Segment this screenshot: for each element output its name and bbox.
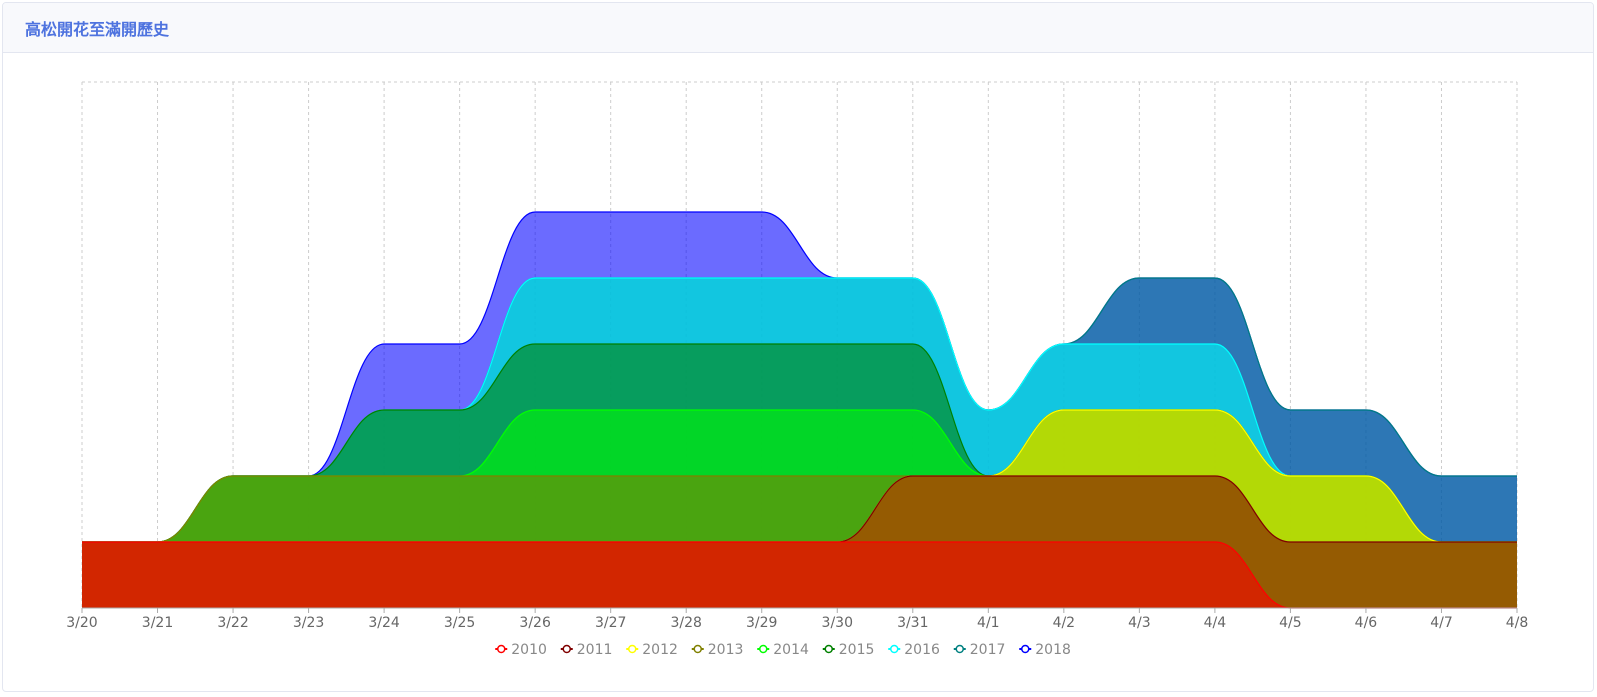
legend-marker-icon <box>1021 644 1030 654</box>
stacked-area-chart: 3/20 3/21 3/22 3/23 3/24 3/25 3/26 3/27 3/28 3/29… <box>66 81 1529 658</box>
x-axis: 3/20 3/21 3/22 3/23 3/24 3/25 3/26 3/27 3/28 3/29… <box>66 607 1529 631</box>
legend-item-2017[interactable]: 2017 <box>953 642 1006 658</box>
x-tick-label: 3/31 <box>897 615 928 631</box>
legend-label: 2016 <box>904 642 940 658</box>
legend-marker-icon <box>890 644 899 654</box>
legend-item-2011[interactable]: 2011 <box>560 642 613 658</box>
x-tick-label: 3/30 <box>822 615 853 631</box>
plot-area <box>81 211 1518 609</box>
x-tick-label: 4/4 <box>1204 615 1227 631</box>
x-tick-label: 4/6 <box>1355 615 1378 631</box>
legend-item-2010[interactable]: 2010 <box>495 642 547 658</box>
card-title: 高松開花至滿開歷史 <box>25 19 170 39</box>
x-tick-label: 3/28 <box>670 615 701 631</box>
legend-label: 2014 <box>773 642 809 658</box>
legend[interactable]: 2010 2011 2012 2013 2014 2015 2016 2017 2018 <box>495 642 1071 658</box>
legend-item-2015[interactable]: 2015 <box>822 642 875 658</box>
x-tick-label: 3/25 <box>444 615 475 631</box>
x-tick-label: 3/22 <box>217 615 248 631</box>
legend-label: 2011 <box>577 642 613 658</box>
legend-marker-icon <box>497 644 506 654</box>
legend-marker-icon <box>562 644 571 654</box>
x-tick-label: 4/8 <box>1506 615 1529 631</box>
legend-item-2016[interactable]: 2016 <box>888 642 940 658</box>
x-tick-label: 3/21 <box>142 615 173 631</box>
legend-marker-icon <box>759 644 768 654</box>
x-tick-label: 3/27 <box>595 615 626 631</box>
legend-marker-icon <box>628 644 637 654</box>
x-tick-label: 4/1 <box>977 615 1000 631</box>
x-tick-label: 3/23 <box>293 615 324 631</box>
legend-marker-icon <box>693 644 702 654</box>
card-header: 高松開花至滿開歷史 <box>3 3 1593 53</box>
legend-marker-icon <box>824 644 833 654</box>
legend-label: 2017 <box>970 642 1006 658</box>
legend-label: 2018 <box>1035 642 1071 658</box>
x-tick-label: 4/7 <box>1430 615 1453 631</box>
legend-label: 2012 <box>642 642 678 658</box>
x-tick-label: 3/29 <box>746 615 777 631</box>
legend-marker-icon <box>955 644 964 654</box>
line-series-2010 <box>81 541 1518 609</box>
x-tick-label: 3/26 <box>519 615 551 631</box>
legend-item-2012[interactable]: 2012 <box>626 642 678 658</box>
x-tick-label: 3/20 <box>66 615 97 631</box>
x-tick-label: 4/3 <box>1128 615 1151 631</box>
legend-item-2018[interactable]: 2018 <box>1019 642 1071 658</box>
x-tick-label: 4/2 <box>1053 615 1076 631</box>
legend-item-2013[interactable]: 2013 <box>691 642 744 658</box>
area-series-2010 <box>82 542 1517 608</box>
legend-item-2014[interactable]: 2014 <box>757 642 809 658</box>
x-tick-label: 3/24 <box>368 615 400 631</box>
legend-label: 2013 <box>708 642 744 658</box>
x-tick-label: 4/5 <box>1279 615 1302 631</box>
legend-label: 2015 <box>839 642 875 658</box>
legend-label: 2010 <box>511 642 547 658</box>
